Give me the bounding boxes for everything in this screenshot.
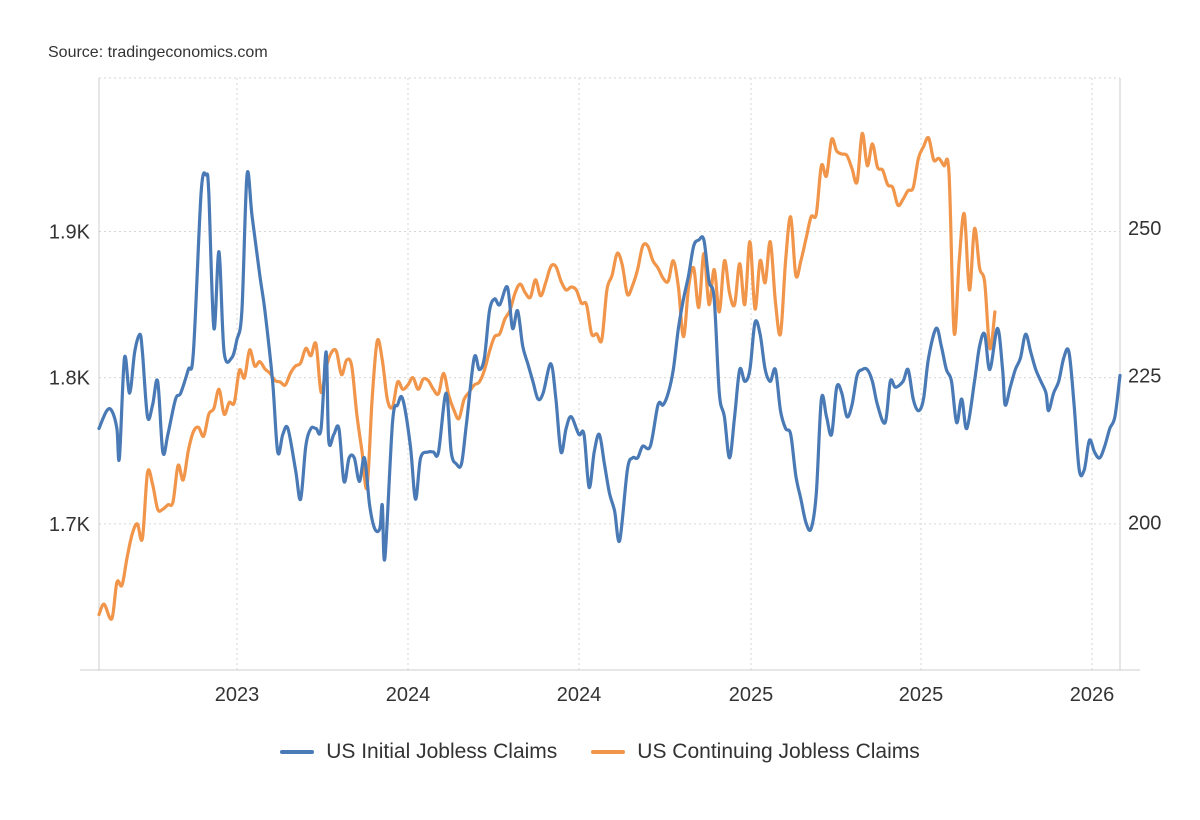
source-label: Source: tradingeconomics.com — [48, 44, 268, 61]
legend-label-initial-claims: US Initial Jobless Claims — [326, 740, 558, 763]
y-left-tick-label: 1.8K — [49, 368, 91, 390]
series-line-continuing-claims[interactable] — [97, 131, 997, 621]
legend: US Initial Jobless Claims US Continuing … — [0, 740, 1200, 764]
legend-swatch-initial-claims — [280, 750, 315, 754]
x-tick-label: 2023 — [215, 684, 260, 706]
x-tick-label: 2025 — [899, 684, 944, 706]
series-layer — [97, 131, 1122, 621]
legend-item-continuing-claims[interactable]: US Continuing Jobless Claims — [591, 740, 920, 764]
x-tick-label: 2025 — [729, 684, 774, 706]
legend-swatch-continuing-claims — [591, 750, 626, 754]
x-tick-label: 2026 — [1070, 684, 1115, 706]
legend-item-initial-claims[interactable]: US Initial Jobless Claims — [280, 740, 557, 764]
legend-label-continuing-claims: US Continuing Jobless Claims — [637, 740, 920, 763]
y-right-tick-label: 200 — [1128, 513, 1161, 535]
x-tick-label: 2024 — [557, 684, 602, 706]
x-tick-label: 2024 — [386, 684, 431, 706]
y-left-tick-label: 1.9K — [49, 221, 91, 243]
y-left-tick-label: 1.7K — [49, 514, 91, 536]
series-line-initial-claims[interactable] — [97, 170, 1122, 562]
y-right-tick-label: 250 — [1128, 218, 1161, 240]
y-right-tick-label: 225 — [1128, 365, 1161, 387]
grid-layer — [99, 77, 1120, 670]
axis-layer: 1.7K 1.8K 1.9K 200 225 250 2023 2024 2024 2025 202… — [49, 78, 1161, 706]
